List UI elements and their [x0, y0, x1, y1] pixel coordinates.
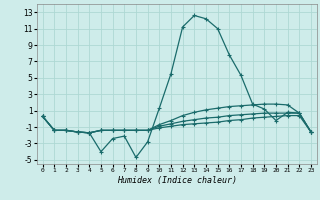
X-axis label: Humidex (Indice chaleur): Humidex (Indice chaleur) [117, 176, 237, 185]
